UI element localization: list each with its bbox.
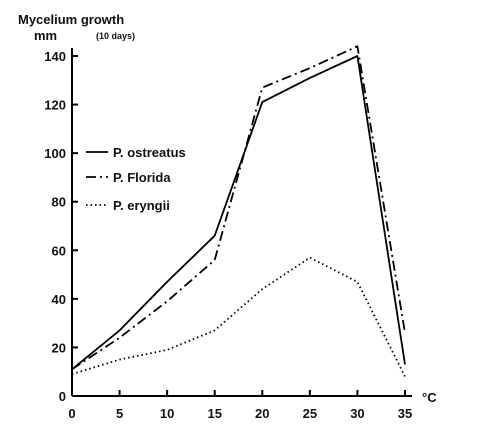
x-tick-label: 0 bbox=[68, 406, 75, 421]
series-line-p-florida bbox=[71, 45, 406, 371]
y-tick-label: 100 bbox=[44, 146, 66, 161]
legend-label: P. Florida bbox=[113, 170, 171, 185]
series-line-p-ostreatus bbox=[71, 55, 406, 370]
x-tick-label: 30 bbox=[350, 406, 364, 421]
y-tick-label: 120 bbox=[44, 98, 66, 113]
x-tick-label: 20 bbox=[255, 406, 269, 421]
y-tick-label: 20 bbox=[52, 340, 66, 355]
y-tick-label: 0 bbox=[59, 389, 66, 404]
legend-label: P. ostreatus bbox=[113, 145, 186, 160]
y-tick-label: 40 bbox=[52, 292, 66, 307]
y-tick-label: 60 bbox=[52, 243, 66, 258]
x-tick-label: 5 bbox=[116, 406, 123, 421]
ticks: 0 5 10 15 20 25 30 35 0 20 40 60 80 100 120 140 bbox=[44, 49, 412, 421]
y-tick-label: 80 bbox=[52, 195, 66, 210]
x-axis-unit: °C bbox=[422, 390, 437, 405]
axes bbox=[71, 48, 412, 397]
x-tick-label: 15 bbox=[207, 406, 221, 421]
series-group bbox=[71, 45, 406, 378]
legend: P. ostreatus P. Florida P. eryngii bbox=[86, 145, 186, 213]
x-tick-label: 10 bbox=[160, 406, 174, 421]
x-tick-label: 35 bbox=[398, 406, 412, 421]
legend-label: P. eryngii bbox=[113, 198, 170, 213]
series-line-p-eryngii bbox=[71, 256, 406, 378]
x-tick-label: 25 bbox=[303, 406, 317, 421]
y-tick-label: 140 bbox=[44, 49, 66, 64]
y-axis-unit: mm bbox=[34, 28, 57, 43]
y-axis-note: (10 days) bbox=[96, 31, 135, 41]
y-axis-title: Mycelium growth bbox=[18, 12, 124, 27]
